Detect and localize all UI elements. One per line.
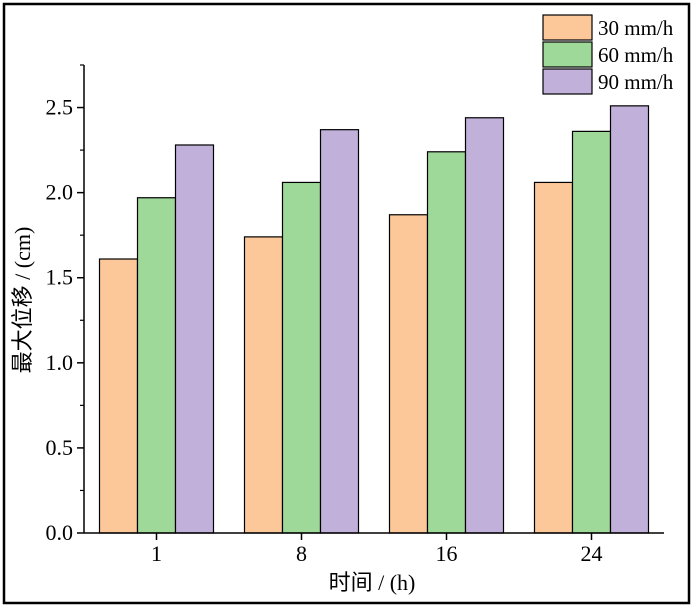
bar — [388, 214, 429, 534]
y-tick-label: 1.5 — [46, 265, 74, 290]
ticks-layer: 0.0 0.5 1.0 1.5 2.0 2.5 1 8 16 24 — [46, 64, 603, 566]
x-axis-title: 时间 / (h) — [329, 570, 416, 595]
bar — [464, 117, 505, 534]
y-axis-title: 最大位移 / (cm) — [10, 227, 35, 374]
x-tick-label: 24 — [581, 541, 603, 566]
x-tick-label: 16 — [436, 541, 458, 566]
bars-layer — [98, 105, 650, 534]
y-tick-label: 1.0 — [46, 350, 74, 375]
bar — [609, 105, 650, 534]
x-tick-label: 8 — [296, 541, 307, 566]
legend-swatch — [542, 68, 593, 95]
y-tick-label: 0.5 — [46, 435, 74, 460]
x-tick-label: 1 — [151, 541, 162, 566]
y-tick-label: 2.0 — [46, 180, 74, 205]
bar — [174, 144, 215, 534]
y-tick-label: 0.0 — [46, 520, 74, 545]
legend-label: 60 mm/h — [598, 43, 674, 67]
bar — [533, 181, 574, 534]
bar — [426, 151, 467, 534]
bar — [571, 130, 612, 534]
bar — [281, 181, 322, 534]
legend-label: 90 mm/h — [598, 70, 674, 94]
axes-layer — [83, 65, 664, 534]
legend: 30 mm/h 60 mm/h 90 mm/h — [542, 14, 674, 95]
bar — [319, 129, 360, 534]
bar — [136, 197, 177, 534]
bar — [243, 236, 284, 534]
legend-label: 30 mm/h — [598, 16, 674, 40]
bar — [98, 258, 139, 534]
legend-swatch — [542, 14, 593, 41]
legend-swatch — [542, 41, 593, 68]
y-tick-label: 2.5 — [46, 95, 74, 120]
